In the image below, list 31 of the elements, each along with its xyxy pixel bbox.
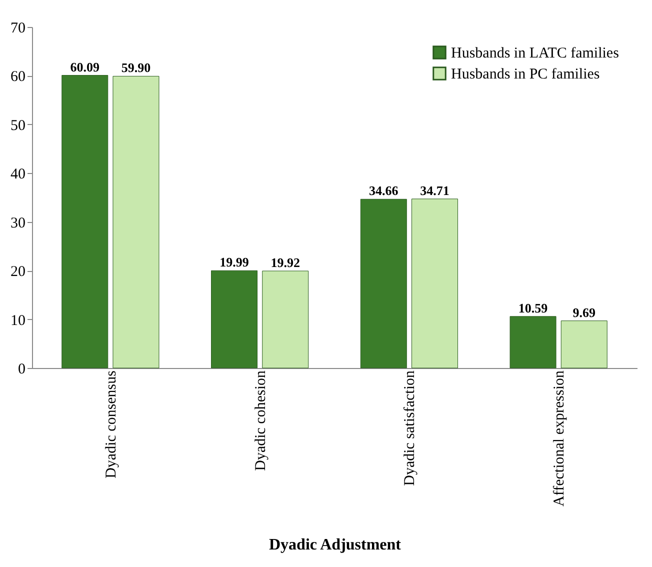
bar	[560, 320, 608, 368]
y-tick-label: 40	[10, 166, 26, 183]
bar	[112, 76, 160, 368]
bar	[62, 75, 108, 368]
y-tick-label: 0	[18, 362, 26, 378]
legend-label: Husbands in LATC families	[451, 46, 620, 62]
bar	[411, 198, 458, 368]
data-label: 59.90	[121, 60, 151, 76]
x-tick-label: Dyadic cohesion	[252, 370, 269, 471]
data-label: 9.69	[572, 304, 596, 320]
y-tick-label: 30	[10, 215, 26, 232]
bar	[360, 198, 407, 368]
data-label: 34.71	[420, 182, 450, 198]
data-label: 19.99	[220, 254, 250, 270]
legend-label: Husbands in PC families	[451, 66, 600, 82]
bar	[510, 316, 556, 368]
bar	[211, 270, 258, 368]
x-tick-label: Dyadic consensus	[103, 370, 120, 478]
x-axis-title: Dyadic Adjustment	[268, 536, 402, 554]
data-label: 34.66	[369, 183, 399, 198]
y-tick-label: 70	[10, 20, 26, 36]
data-label: 19.92	[270, 254, 300, 270]
y-tick-label: 60	[10, 69, 26, 86]
data-label: 60.09	[70, 59, 100, 74]
y-tick-label: 50	[10, 118, 26, 134]
data-label: 10.59	[518, 300, 548, 316]
y-tick-label: 10	[10, 312, 26, 329]
x-tick-label: Affectional expression	[552, 370, 568, 506]
bar	[262, 270, 309, 368]
x-tick-label: Dyadic satisfaction	[402, 370, 418, 486]
y-tick-label: 20	[10, 264, 26, 280]
